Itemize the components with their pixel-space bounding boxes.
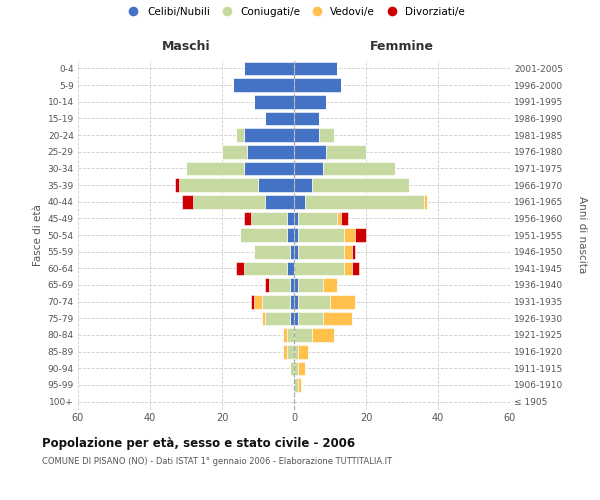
Bar — [265, 278, 269, 292]
Bar — [175, 178, 179, 192]
Bar — [330, 295, 355, 308]
Bar — [337, 212, 341, 225]
Bar — [294, 145, 326, 158]
Bar — [265, 112, 294, 125]
Bar — [193, 195, 265, 208]
Bar — [294, 62, 337, 75]
Bar — [244, 212, 251, 225]
Y-axis label: Anni di nascita: Anni di nascita — [577, 196, 587, 274]
Bar — [344, 262, 352, 275]
Bar — [283, 345, 287, 358]
Bar — [290, 278, 294, 292]
Bar — [298, 295, 330, 308]
Bar — [287, 228, 294, 242]
Bar — [294, 78, 341, 92]
Bar — [247, 145, 294, 158]
Text: COMUNE DI PISANO (NO) - Dati ISTAT 1° gennaio 2006 - Elaborazione TUTTITALIA.IT: COMUNE DI PISANO (NO) - Dati ISTAT 1° ge… — [42, 458, 392, 466]
Bar — [323, 278, 337, 292]
Bar — [236, 128, 244, 142]
Bar — [294, 362, 298, 375]
Bar — [290, 295, 294, 308]
Bar — [265, 195, 294, 208]
Bar — [290, 245, 294, 258]
Bar — [323, 162, 395, 175]
Bar — [323, 312, 352, 325]
Bar — [258, 178, 294, 192]
Bar — [294, 128, 319, 142]
Bar — [312, 178, 409, 192]
Bar — [269, 278, 290, 292]
Bar — [344, 228, 355, 242]
Legend: Celibi/Nubili, Coniugati/e, Vedovi/e, Divorziati/e: Celibi/Nubili, Coniugati/e, Vedovi/e, Di… — [119, 2, 469, 21]
Bar — [287, 345, 294, 358]
Bar — [352, 245, 355, 258]
Bar — [294, 312, 298, 325]
Bar — [319, 128, 334, 142]
Bar — [186, 162, 244, 175]
Bar — [244, 62, 294, 75]
Bar — [424, 195, 427, 208]
Bar — [298, 312, 323, 325]
Bar — [244, 128, 294, 142]
Bar — [290, 362, 294, 375]
Bar — [294, 328, 312, 342]
Bar — [294, 345, 298, 358]
Bar — [287, 328, 294, 342]
Bar — [298, 212, 337, 225]
Bar — [294, 162, 323, 175]
Bar — [265, 312, 290, 325]
Bar — [254, 245, 290, 258]
Bar — [222, 145, 247, 158]
Bar — [298, 345, 308, 358]
Bar — [298, 278, 323, 292]
Bar — [294, 195, 305, 208]
Bar — [244, 262, 287, 275]
Text: Maschi: Maschi — [161, 40, 211, 53]
Bar — [294, 228, 298, 242]
Bar — [355, 228, 366, 242]
Bar — [298, 228, 344, 242]
Bar — [240, 228, 287, 242]
Bar — [294, 278, 298, 292]
Bar — [236, 262, 244, 275]
Bar — [244, 162, 294, 175]
Bar — [254, 95, 294, 108]
Bar — [312, 328, 334, 342]
Bar — [262, 295, 290, 308]
Bar — [294, 245, 298, 258]
Bar — [179, 178, 258, 192]
Bar — [294, 262, 344, 275]
Bar — [294, 95, 326, 108]
Bar — [233, 78, 294, 92]
Bar — [294, 378, 298, 392]
Text: Femmine: Femmine — [370, 40, 434, 53]
Bar — [326, 145, 366, 158]
Bar — [251, 295, 254, 308]
Bar — [294, 295, 298, 308]
Bar — [298, 378, 301, 392]
Bar — [294, 178, 312, 192]
Bar — [262, 312, 265, 325]
Bar — [251, 212, 287, 225]
Bar — [341, 212, 348, 225]
Bar — [298, 245, 344, 258]
Bar — [294, 212, 298, 225]
Bar — [254, 295, 262, 308]
Bar — [290, 312, 294, 325]
Bar — [287, 262, 294, 275]
Bar — [305, 195, 424, 208]
Bar — [283, 328, 287, 342]
Y-axis label: Fasce di età: Fasce di età — [34, 204, 43, 266]
Text: Popolazione per età, sesso e stato civile - 2006: Popolazione per età, sesso e stato civil… — [42, 438, 355, 450]
Bar — [182, 195, 193, 208]
Bar — [352, 262, 359, 275]
Bar — [298, 362, 305, 375]
Bar — [287, 212, 294, 225]
Bar — [294, 112, 319, 125]
Bar — [344, 245, 352, 258]
